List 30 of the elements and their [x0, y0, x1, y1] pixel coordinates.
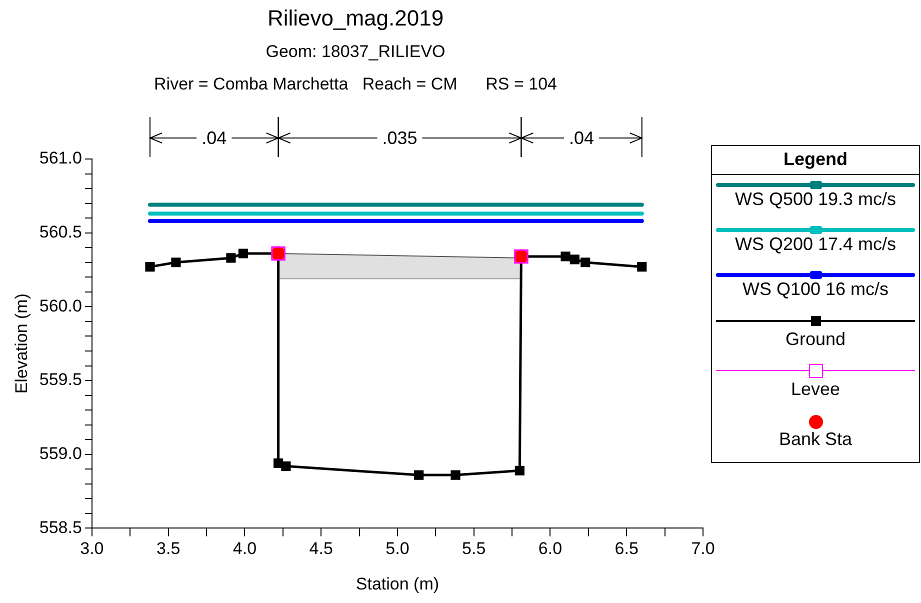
legend-label: WS Q200 17.4 mc/s	[734, 234, 898, 255]
x-tick-label: 5.5	[462, 539, 486, 558]
y-tick-label: 559.0	[39, 444, 82, 464]
text: .035	[382, 128, 418, 148]
y-tick-label: 561.0	[39, 148, 82, 168]
y-tick-label: 560.5	[39, 222, 82, 242]
x-tick-label: 3.0	[80, 539, 104, 558]
chart-subtitle: Geom: 18037_RILIEVO	[266, 42, 446, 62]
legend-title: Legend	[712, 146, 919, 175]
x-tick-label: 6.5	[614, 539, 638, 558]
y-tick-label: 560.0	[39, 296, 82, 316]
x-tick-label: 7.0	[691, 539, 715, 558]
text: River = Comba Marchetta Reach = CM RS = 104	[154, 74, 557, 94]
x-tick-label: 4.5	[309, 539, 333, 558]
x-tick-label: 3.5	[156, 539, 180, 558]
legend-label: WS Q100 16 mc/s	[741, 279, 890, 300]
legend-label: WS Q500 19.3 mc/s	[734, 189, 898, 210]
x-tick-label: 5.0	[386, 539, 410, 558]
x-tick-label: 4.0	[232, 539, 257, 558]
chart-title: Rilievo_mag.2019	[267, 5, 444, 30]
legend-label: Ground	[784, 329, 847, 350]
text: .04	[202, 128, 227, 148]
x-tick-label: 6.0	[538, 539, 562, 558]
text: .04	[569, 128, 594, 148]
legend-label: Bank Sta	[778, 429, 854, 450]
legend-label: Levee	[790, 379, 842, 400]
y-axis-title: Elevation (m)	[12, 294, 31, 394]
y-tick-label: 558.5	[39, 518, 82, 537]
x-axis-title: Station (m)	[356, 574, 440, 594]
y-tick-label: 559.5	[39, 370, 82, 390]
